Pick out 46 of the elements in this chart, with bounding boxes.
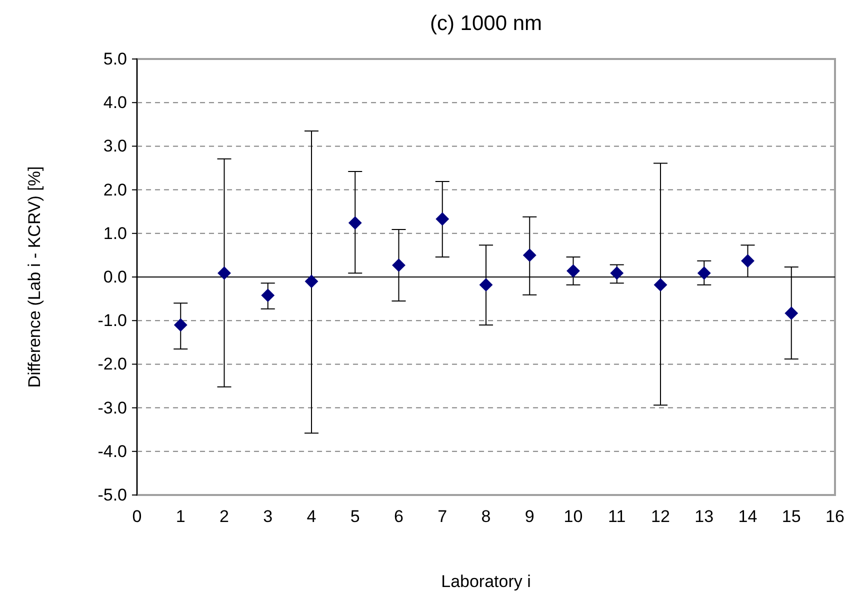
x-tick-label: 16	[826, 506, 844, 526]
x-axis-title: Laboratory i	[441, 572, 531, 591]
point	[304, 274, 318, 288]
y-axis-title: Difference (Lab i - KCRV) [%]	[25, 166, 44, 388]
point	[261, 288, 275, 302]
x-tick-label: 4	[306, 506, 316, 526]
y-tick-label: 5.0	[103, 49, 127, 68]
point	[218, 266, 231, 280]
point	[741, 254, 754, 268]
y-tick-label: 2.0	[103, 180, 127, 200]
y-tick-label: -3.0	[98, 398, 127, 418]
x-tick-label: 8	[481, 506, 491, 526]
point	[348, 216, 362, 230]
chart-title: (c) 1000 nm	[430, 12, 542, 35]
x-tick-label: 12	[651, 506, 670, 526]
point	[654, 278, 668, 292]
y-tick-label: -4.0	[98, 442, 127, 461]
point	[697, 266, 711, 280]
point	[174, 318, 188, 332]
x-tick-label: 0	[132, 506, 142, 526]
y-tick-label: 3.0	[103, 136, 127, 156]
y-tick-label: -2.0	[98, 354, 127, 374]
x-tick-label: 7	[438, 506, 448, 526]
x-tick-label: 2	[220, 506, 229, 526]
x-tick-label: 15	[782, 506, 801, 526]
point	[566, 264, 580, 278]
y-tick-label: -1.0	[98, 311, 127, 330]
point	[784, 306, 798, 320]
x-tick-label: 9	[524, 506, 534, 526]
point	[522, 248, 536, 262]
x-tick-label: 10	[564, 506, 583, 526]
point	[436, 212, 450, 226]
x-tick-label: 11	[608, 506, 626, 526]
y-tick-label: 0.0	[103, 267, 127, 286]
x-tick-label: 5	[350, 506, 360, 526]
point	[479, 278, 493, 292]
y-tick-label: 1.0	[103, 224, 127, 243]
x-tick-label: 3	[263, 506, 273, 526]
x-tick-label: 13	[694, 506, 714, 526]
x-tick-label: 14	[738, 506, 758, 526]
y-tick-label: 4.0	[103, 93, 127, 112]
x-tick-label: 1	[176, 506, 186, 526]
point	[392, 258, 406, 272]
x-tick-label: 6	[394, 506, 404, 526]
point	[610, 266, 624, 280]
y-tick-label: -5.0	[98, 485, 127, 504]
